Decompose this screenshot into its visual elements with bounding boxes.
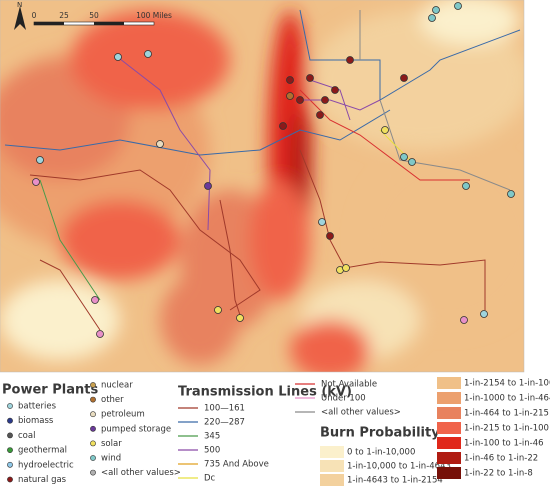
legend-label: solar bbox=[101, 439, 122, 449]
legend-label: <all other values> bbox=[321, 408, 401, 418]
legend-label: batteries bbox=[18, 402, 57, 412]
burn-surface bbox=[0, 0, 524, 372]
legend-symbol bbox=[90, 382, 96, 388]
legend-symbol bbox=[90, 455, 96, 461]
legend-swatch bbox=[437, 437, 461, 449]
legend-swatch bbox=[320, 474, 344, 486]
legend-label: 735 And Above bbox=[204, 460, 269, 470]
legend-swatch bbox=[320, 460, 344, 472]
legend-swatch bbox=[437, 452, 461, 464]
legend-symbol bbox=[90, 440, 96, 447]
legend-symbol bbox=[7, 447, 13, 453]
legend-swatch bbox=[437, 422, 461, 434]
north-arrow bbox=[14, 6, 26, 30]
legend-title: Power Plants bbox=[2, 383, 98, 398]
legend-label: 1-in-464 to 1-in-215 bbox=[464, 409, 549, 419]
legend-label: other bbox=[101, 395, 124, 405]
legend-swatch bbox=[437, 467, 461, 479]
legend-symbol bbox=[7, 432, 13, 439]
legend-label: geothermal bbox=[18, 446, 67, 456]
legend-label: petroleum bbox=[101, 410, 145, 420]
scale-bar-segment bbox=[34, 22, 64, 25]
scale-bar-segment bbox=[94, 22, 124, 25]
legend-title: Transmission Lines (kV) bbox=[178, 385, 352, 400]
legend-label: nuclear bbox=[101, 381, 133, 391]
power-plants bbox=[32, 2, 515, 338]
legend-label: pumped storage bbox=[101, 424, 171, 434]
transmission-lines bbox=[4, 9, 521, 331]
legend-label: hydroelectric bbox=[18, 460, 74, 470]
legend-symbol bbox=[90, 469, 96, 476]
legend-label: 1-in-100 to 1-in-46 bbox=[464, 439, 544, 449]
legend-swatch bbox=[437, 392, 461, 404]
legend-symbol bbox=[90, 396, 96, 403]
scale-label: 0 bbox=[32, 11, 37, 20]
north-label: N bbox=[17, 1, 22, 9]
legend-label: natural gas bbox=[18, 475, 67, 485]
scale-bar bbox=[14, 6, 155, 30]
legend-swatch bbox=[437, 377, 461, 389]
legend-symbol bbox=[7, 461, 13, 468]
legend-label: 1-in-1000 to 1-in-464 bbox=[464, 394, 550, 404]
legend-symbol bbox=[7, 476, 13, 483]
legend-label: 0 to 1-in-10,000 bbox=[347, 448, 415, 458]
legend-label: 220—287 bbox=[204, 418, 245, 428]
map-frame bbox=[0, 0, 525, 373]
legend-label: coal bbox=[18, 431, 35, 441]
legend-label: 345 bbox=[204, 432, 220, 442]
legend-label: Dc bbox=[204, 474, 216, 484]
legend-swatch bbox=[437, 407, 461, 419]
legend-label: Not Available bbox=[321, 380, 377, 390]
legend-symbol bbox=[7, 403, 13, 409]
legend-label: <all other values> bbox=[101, 468, 181, 478]
scale-label: 25 bbox=[59, 11, 69, 20]
legend-label: 1-in-2154 to 1-in-1000 bbox=[464, 379, 550, 389]
legend-label: 1-in-215 to 1-in-100 bbox=[464, 424, 549, 434]
legend-label: biomass bbox=[18, 416, 54, 426]
legend-label: 1-in-22 to 1-in-8 bbox=[464, 469, 533, 479]
legend-label: 100—161 bbox=[204, 404, 245, 414]
scale-label: 50 bbox=[89, 11, 99, 20]
legend-label: 1-in-4643 to 1-in-2154 bbox=[347, 476, 443, 486]
legend-symbol bbox=[7, 417, 13, 424]
legend-label: 500 bbox=[204, 446, 220, 456]
legend-label: wind bbox=[101, 454, 121, 464]
legend-label: 1-in-10,000 to 1-in-4643 bbox=[347, 462, 451, 472]
legend-label: Under 100 bbox=[321, 394, 366, 404]
legend-symbol bbox=[90, 411, 96, 418]
map bbox=[0, 0, 524, 372]
scale-label: 100 Miles bbox=[136, 11, 172, 20]
legend-swatch bbox=[320, 446, 344, 458]
legend-label: 1-in-46 to 1-in-22 bbox=[464, 454, 538, 464]
legend-symbol bbox=[90, 425, 96, 432]
legend-title: Burn Probability bbox=[320, 426, 440, 441]
